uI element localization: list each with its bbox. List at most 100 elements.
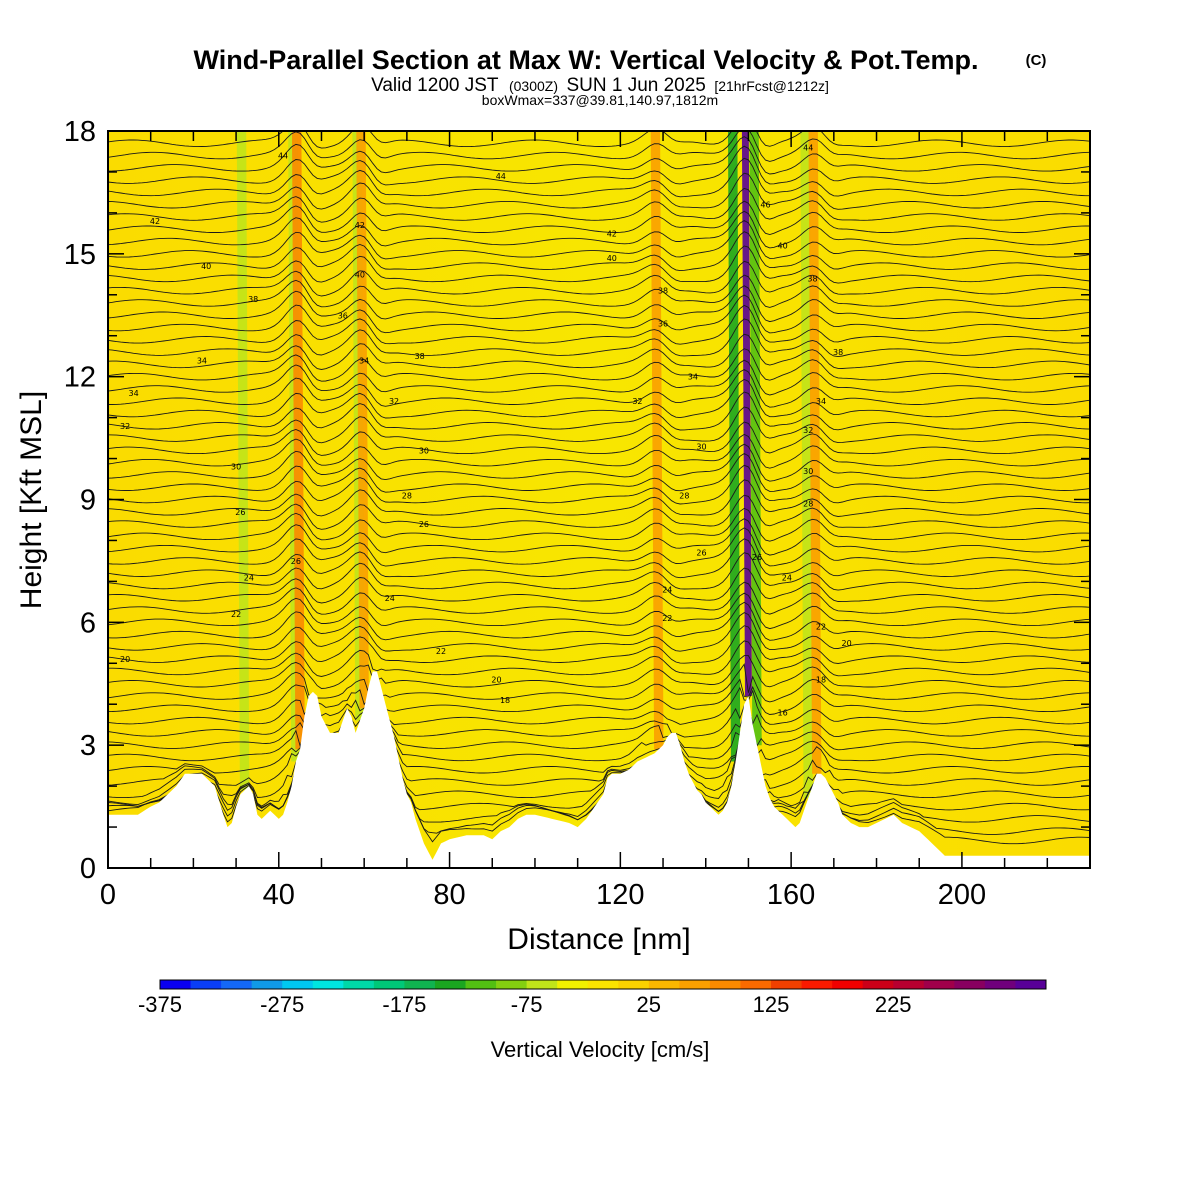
x-tick-label: 40 xyxy=(263,879,295,911)
theta-contour-line xyxy=(108,507,1090,542)
theta-contour-line xyxy=(108,231,1090,272)
theta-label: 20 xyxy=(491,676,501,685)
y-tick-label: 6 xyxy=(80,607,96,639)
theta-label: 38 xyxy=(658,287,668,296)
theta-label: 34 xyxy=(359,356,369,365)
colorbar-swatch xyxy=(526,980,558,989)
colorbar-swatch xyxy=(923,980,955,989)
theta-contour-line xyxy=(108,719,1090,789)
y-tick-label: 3 xyxy=(80,730,96,762)
theta-contour-line xyxy=(108,663,1090,703)
theta-label: 26 xyxy=(291,557,301,566)
theta-label: 34 xyxy=(688,373,698,382)
theta-contour-labels: 20 22 24 26 30 32 34 34 38 40 42 44 26 36 40 42 34 32 38 30… xyxy=(120,143,852,717)
colorbar-tick-label: 225 xyxy=(875,992,912,1017)
theta-label: 20 xyxy=(842,639,852,648)
theta-contour-line xyxy=(108,704,1090,751)
theta-label: 32 xyxy=(803,426,813,435)
colorbar-swatch xyxy=(434,980,467,989)
theta-contour-line xyxy=(108,601,1090,641)
colorbar-swatch xyxy=(801,980,833,989)
theta-contour-line xyxy=(108,187,1090,223)
theta-contour-line xyxy=(108,368,1090,408)
colorbar-swatch xyxy=(771,980,803,989)
theta-label: 40 xyxy=(607,254,617,263)
colorbar-tick-label: -275 xyxy=(260,992,304,1017)
theta-contour-line xyxy=(108,157,1090,198)
theta-label: 28 xyxy=(402,491,412,500)
x-tick-label: 120 xyxy=(596,879,644,911)
x-axis-label: Distance [nm] xyxy=(507,923,690,956)
theta-contour-line xyxy=(108,219,1090,260)
colorbar-tick-label: -75 xyxy=(511,992,543,1017)
theta-contour-line xyxy=(108,479,1090,517)
colorbar-swatch xyxy=(893,980,925,989)
theta-label: 42 xyxy=(607,229,617,238)
theta-contour-line xyxy=(108,318,1090,358)
theta-contour-line xyxy=(108,348,1090,382)
theta-contour-line xyxy=(108,655,1090,689)
theta-label: 24 xyxy=(662,586,672,595)
theta-contour-line xyxy=(108,131,1090,162)
colorbar-swatch xyxy=(648,980,680,989)
theta-label: 38 xyxy=(415,352,425,361)
theta-contour-line xyxy=(108,210,1090,249)
colorbar-swatch xyxy=(618,980,650,989)
theta-label: 24 xyxy=(782,573,792,582)
colorbar-tick-labels: -375 -275 -175 -75 25 125 225 xyxy=(138,992,912,1017)
axis-ticks xyxy=(107,130,1091,869)
theta-label: 18 xyxy=(500,696,510,705)
colorbar-swatch xyxy=(251,980,283,989)
colorbar-swatch xyxy=(312,980,344,989)
theta-contour-line xyxy=(108,518,1090,556)
forecast-label: [21hrFcst@1212z] xyxy=(714,78,829,94)
theta-label: 40 xyxy=(355,270,365,279)
theta-contour-line xyxy=(108,304,1090,345)
theta-contour-line xyxy=(108,527,1090,567)
theta-contour-line xyxy=(108,406,1090,444)
colorbar-tick-label: 125 xyxy=(753,992,790,1017)
updraft-band-3 xyxy=(650,131,664,750)
theta-contour-line xyxy=(108,378,1090,419)
theta-label: 44 xyxy=(496,172,506,181)
colorbar-tick-label: -175 xyxy=(382,992,426,1017)
colorbar-swatch xyxy=(1015,980,1047,989)
theta-label: 26 xyxy=(752,553,762,562)
theta-contour-line xyxy=(108,538,1090,579)
updraft-band-2 xyxy=(356,131,369,709)
theta-contour-line xyxy=(108,719,1090,799)
theta-label: 38 xyxy=(833,348,843,357)
theta-label: 44 xyxy=(803,143,813,152)
theta-contour-line xyxy=(108,701,1090,738)
theta-label: 28 xyxy=(679,491,689,500)
valid-date-label: SUN 1 Jun 2025 xyxy=(566,75,705,96)
theta-contours xyxy=(108,131,1090,845)
theta-label: 32 xyxy=(389,397,399,406)
colorbar-frame xyxy=(159,979,1047,990)
colorbar-swatch xyxy=(221,980,253,989)
theta-label: 44 xyxy=(278,152,288,161)
theta-label: 16 xyxy=(777,708,787,717)
colorbar-swatch xyxy=(954,980,986,989)
colorbar-swatch xyxy=(709,980,741,989)
x-tick-label: 160 xyxy=(767,879,815,911)
theta-label: 42 xyxy=(355,221,365,230)
colorbar-swatch xyxy=(343,980,375,989)
colorbar-swatch xyxy=(160,980,192,989)
downdraft-band-1 xyxy=(749,131,762,746)
theta-contour-line xyxy=(108,715,1090,777)
theta-label: 34 xyxy=(197,356,207,365)
plot-area: 20 22 24 26 30 32 34 34 38 40 42 44 26 36 40 42 34 32 38 30… xyxy=(108,131,1090,868)
theta-contour-line xyxy=(108,131,1090,149)
theta-contour-line xyxy=(108,285,1090,323)
y-tick-label: 15 xyxy=(64,239,96,271)
y-tick-label: 9 xyxy=(80,485,96,517)
theta-label: 22 xyxy=(436,647,446,656)
colorbar-swatch xyxy=(832,980,864,989)
x-tick-label: 200 xyxy=(938,879,986,911)
theta-label: 26 xyxy=(419,520,429,529)
theta-contour-line xyxy=(108,172,1090,210)
theta-label: 40 xyxy=(777,242,787,251)
x-tick-label: 80 xyxy=(433,879,465,911)
chart-subtitle: Valid 1200 JST (0300Z) SUN 1 Jun 2025 [2… xyxy=(371,75,829,96)
